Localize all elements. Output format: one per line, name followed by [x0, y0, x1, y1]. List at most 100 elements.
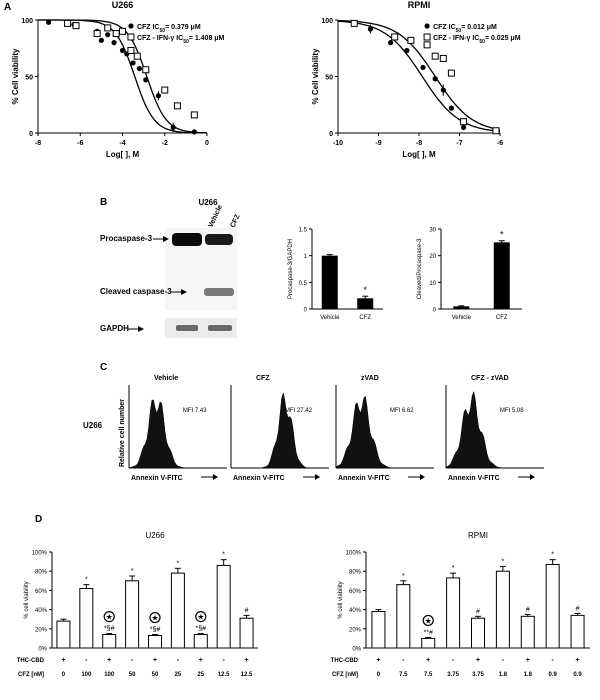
data-point-cfz — [45, 19, 52, 25]
data-point-cfz-ifn — [64, 19, 72, 27]
star-mark-glyph: ★ — [425, 616, 432, 625]
viability-bar — [193, 634, 208, 649]
y-tick-label: 100 — [21, 18, 33, 25]
flow-ylabel: Relative cell number — [119, 399, 126, 467]
y-tick-label: 20% — [35, 627, 48, 633]
y-tick-label: 20 — [429, 254, 436, 260]
panel-label-c: C — [100, 362, 107, 373]
y-tick-label: 0% — [38, 647, 47, 653]
significance-mark: * — [402, 573, 405, 580]
blot-title: U266 — [198, 198, 218, 207]
thc-cbd-value: + — [426, 657, 430, 664]
viability-bar — [216, 564, 231, 649]
arrow-head-procaspase — [163, 236, 169, 242]
significance-mark: # — [245, 607, 249, 614]
chart-title: RPMI — [408, 0, 431, 10]
x-tick-label: -7 — [456, 140, 462, 147]
thc-cbd-value: - — [222, 657, 225, 664]
thc-cbd-value: + — [526, 657, 530, 664]
legend-marker-cfz-ifn — [127, 33, 135, 41]
flow-mfi-3: MFI 5.08 — [500, 408, 524, 414]
star-mark-icon — [103, 610, 115, 623]
cfz-dose-value: 0 — [62, 672, 66, 678]
legend-marker-cfz — [128, 23, 134, 29]
flow-histogram-1 — [231, 392, 329, 469]
flow-mfi-2: MFI 6.62 — [390, 408, 414, 414]
significance-mark: # — [576, 605, 580, 612]
category-label: Vehicle — [320, 315, 340, 321]
thc-cbd-value: + — [576, 657, 580, 664]
viability-bar — [570, 614, 585, 649]
x-tick-label: -6 — [77, 140, 83, 147]
row-label-cfz: CFZ [nM] — [18, 672, 44, 678]
viability-bar — [396, 584, 411, 649]
thc-cbd-value: - — [502, 657, 505, 664]
data-point-cfz — [191, 129, 197, 135]
bar-cfz — [357, 298, 374, 309]
legend-label: CFZ - IFN-γ IC50= 0.025 μM — [433, 35, 521, 45]
cfz-dose-value: 3.75 — [472, 672, 484, 678]
data-point-cfz-ifn — [407, 36, 415, 44]
significance-mark: * — [500, 230, 504, 240]
y-tick-label: 40% — [35, 608, 48, 614]
significance-mark: **# — [424, 629, 433, 636]
star-mark-icon — [149, 611, 161, 624]
legend-label: CFZ - IFN-γ IC50= 1.408 μM — [137, 35, 225, 45]
legend-label: CFZ IC50= 0.379 μM — [137, 24, 201, 34]
flow-xlabel-0: Annexin V-FITC — [131, 475, 183, 482]
y-tick-label: 0 — [29, 131, 33, 138]
data-point-cfz — [155, 93, 162, 99]
x-tick-label: -6 — [497, 140, 503, 147]
y-tick-label: 80% — [349, 570, 362, 576]
thc-cbd-value: - — [551, 657, 554, 664]
viability-bar — [125, 580, 140, 649]
data-point-cfz — [119, 47, 126, 54]
viability-bar — [471, 617, 485, 649]
band-gapdh-vehicle — [176, 325, 198, 331]
viability-bar — [495, 570, 510, 649]
viability-bar — [545, 563, 560, 649]
legend-label: CFZ IC50= 0.012 μM — [433, 24, 497, 34]
y-tick-label: 50 — [325, 75, 333, 82]
thc-cbd-value: + — [153, 657, 157, 664]
viability-bar — [239, 617, 254, 649]
cfz-dose-value: 25 — [175, 672, 182, 678]
cfz-dose-value: 7.5 — [399, 672, 408, 678]
y-tick-label: 100% — [346, 551, 362, 557]
data-point-cfz — [440, 87, 446, 93]
blot-label-procaspase: Procaspase-3 — [100, 234, 153, 243]
cfz-dose-value: 0.9 — [548, 672, 557, 678]
viability-bar — [446, 577, 461, 649]
y-tick-label: 0.5 — [299, 281, 308, 287]
blot-label-gapdh: GAPDH — [100, 324, 129, 333]
flow-title-0: Vehicle — [154, 375, 178, 382]
dose-response-chart-u266: U266 -8 -6 -4 -2 0 0 50 100 Log[ ], M % Cell viabi… — [11, 0, 225, 159]
data-point-cfz-ifn — [93, 30, 101, 38]
flow-arrow-head — [315, 474, 320, 480]
cfz-dose-value: 12.5 — [241, 672, 253, 678]
chart-title: U266 — [112, 0, 134, 10]
thc-cbd-value: + — [376, 657, 380, 664]
bar-chart-cleaved-procaspase: 0 10 20 30 Cleaved/Procaspase-3 Vehicle CFZ * — [417, 228, 522, 321]
data-point-cfz-ifn — [391, 33, 399, 41]
cfz-dose-value: 25 — [197, 672, 204, 678]
flow-title-2: zVAD — [361, 375, 379, 382]
y-tick-label: 100 — [321, 18, 333, 25]
blot-membrane-gapdh — [165, 318, 237, 338]
significance-mark: * — [363, 285, 367, 295]
y-axis-label: % Cell viability — [311, 48, 320, 105]
viability-bar — [79, 587, 94, 649]
y-axis-label: Procaspase-3/GAPDH — [288, 239, 294, 299]
y-tick-label: 0 — [433, 308, 437, 314]
significance-mark: # — [476, 608, 480, 615]
legend-marker-cfz — [424, 23, 430, 29]
flow-mfi-0: MFI 7.43 — [183, 408, 207, 414]
significance-mark: *§# — [104, 626, 115, 633]
thc-cbd-value: + — [245, 657, 249, 664]
flow-cytometry-panels: U266 Relative cell number Vehicle MFI 7.4… — [83, 375, 544, 482]
western-blot: U266 Vehicle CFZ Procaspase-3 Cleaved ca… — [100, 198, 242, 338]
thc-cbd-value: + — [107, 657, 111, 664]
thc-cbd-value: - — [85, 657, 88, 664]
thc-cbd-value: - — [402, 657, 405, 664]
data-point-cfz-ifn — [350, 19, 358, 27]
